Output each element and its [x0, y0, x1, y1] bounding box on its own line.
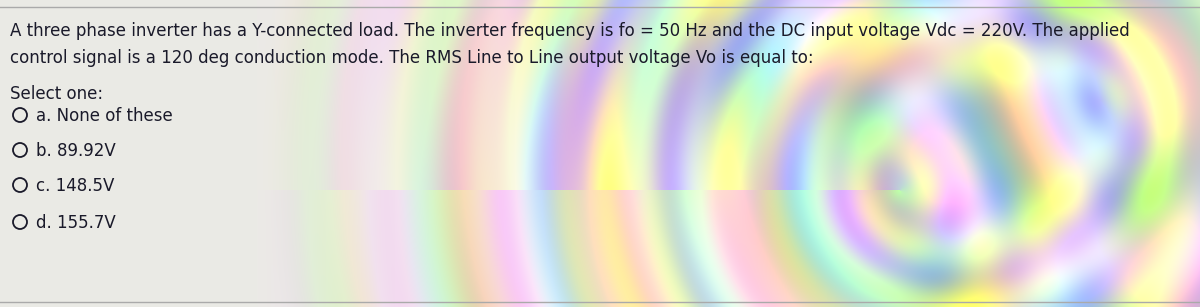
Text: c. 148.5V: c. 148.5V: [36, 177, 114, 195]
Text: a. None of these: a. None of these: [36, 107, 173, 125]
Text: Select one:: Select one:: [10, 85, 103, 103]
Text: A three phase inverter has a Y-connected load. The inverter frequency is fo = 50: A three phase inverter has a Y-connected…: [10, 22, 1129, 40]
Text: d. 155.7V: d. 155.7V: [36, 214, 115, 232]
Text: b. 89.92V: b. 89.92V: [36, 142, 115, 160]
Text: control signal is a 120 deg conduction mode. The RMS Line to Line output voltage: control signal is a 120 deg conduction m…: [10, 49, 814, 67]
